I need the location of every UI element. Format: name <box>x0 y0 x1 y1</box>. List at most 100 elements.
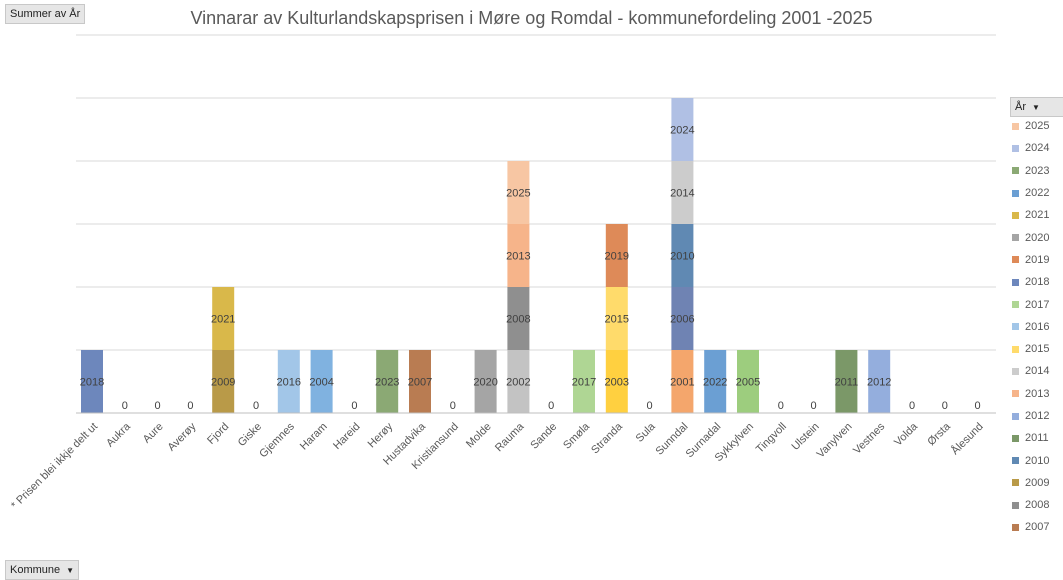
legend-label: 2018 <box>1025 276 1050 289</box>
legend-swatch <box>1012 234 1019 242</box>
category-label: * Prisen blei ikkje delt ut <box>9 421 100 512</box>
data-label: 2024 <box>670 125 694 137</box>
legend-item: 2017 <box>1012 293 1049 315</box>
data-label: 0 <box>450 400 456 412</box>
category-label: Smøla <box>561 420 593 452</box>
legend-label: 2025 <box>1025 120 1050 133</box>
bar-segment <box>310 350 333 413</box>
legend-field-label: År <box>1015 101 1026 113</box>
category-label: Averøy <box>166 420 199 453</box>
legend-swatch <box>1012 256 1019 264</box>
legend-swatch <box>1012 523 1019 531</box>
legend-item: 2008 <box>1012 494 1049 516</box>
bar-segment <box>605 350 628 413</box>
bar-segment <box>507 287 530 350</box>
data-label: 0 <box>647 400 653 412</box>
legend-label: 2015 <box>1025 343 1050 356</box>
legend-swatch <box>1012 278 1019 286</box>
bar-segment <box>868 350 891 413</box>
bar-segment <box>671 98 694 161</box>
legend-swatch <box>1012 189 1019 197</box>
legend-swatch <box>1012 345 1019 353</box>
bar-segment <box>507 350 530 413</box>
data-label: 2021 <box>211 314 235 326</box>
legend: 2025 2024 2023 2022 2021 2020 2019 2018 2017 2016… <box>1012 115 1049 539</box>
data-label: 2001 <box>670 377 694 389</box>
bar-segment <box>605 224 628 287</box>
data-label: 2004 <box>309 377 333 389</box>
legend-label: 2014 <box>1025 365 1050 378</box>
legend-swatch <box>1012 501 1019 509</box>
category-label: Tingvoll <box>754 421 789 456</box>
legend-item: 2009 <box>1012 472 1049 494</box>
legend-item: 2007 <box>1012 516 1049 538</box>
data-label: 2008 <box>506 314 530 326</box>
data-label: 2014 <box>670 188 694 200</box>
legend-swatch <box>1012 167 1019 175</box>
category-label: Gjemnes <box>257 420 297 460</box>
dropdown-arrow-icon: ▼ <box>1032 103 1040 112</box>
category-label: Vanylven <box>815 421 855 461</box>
bar-segment <box>835 350 858 413</box>
bar-segment <box>212 350 235 413</box>
legend-swatch <box>1012 122 1019 130</box>
category-label: Hareid <box>331 421 362 452</box>
bar-segment <box>277 350 300 413</box>
legend-item: 2024 <box>1012 137 1049 159</box>
category-label: Haram <box>298 421 330 453</box>
legend-swatch <box>1012 390 1019 398</box>
data-label: 2018 <box>80 377 104 389</box>
legend-label: 2024 <box>1025 142 1050 155</box>
data-label: 2009 <box>211 377 235 389</box>
dropdown-arrow-icon: ▼ <box>66 566 75 575</box>
bar-segment <box>704 350 727 413</box>
category-label: Stranda <box>589 420 625 456</box>
category-label: Ålesund <box>948 420 985 457</box>
category-label: Vestnes <box>851 420 888 457</box>
legend-label: 2021 <box>1025 209 1050 222</box>
legend-label: 2017 <box>1025 298 1050 311</box>
category-label: Sande <box>528 421 559 452</box>
bar-segment <box>376 350 399 413</box>
legend-swatch <box>1012 211 1019 219</box>
legend-item: 2014 <box>1012 360 1049 382</box>
legend-swatch <box>1012 457 1019 465</box>
data-label: 2025 <box>506 188 530 200</box>
legend-item: 2023 <box>1012 160 1049 182</box>
data-label: 0 <box>778 400 784 412</box>
bar-segment <box>671 287 694 350</box>
category-label: Volda <box>892 420 921 449</box>
bar-segment <box>573 350 595 413</box>
data-label: 2005 <box>736 377 760 389</box>
value-field-label: Summer av År <box>10 8 81 20</box>
bar-segment <box>605 287 628 350</box>
legend-label: 2009 <box>1025 476 1050 489</box>
legend-swatch <box>1012 412 1019 420</box>
legend-swatch <box>1012 479 1019 487</box>
legend-label: 2013 <box>1025 387 1050 400</box>
legend-item: 2010 <box>1012 449 1049 471</box>
legend-item: 2022 <box>1012 182 1049 204</box>
bar-segment <box>671 224 694 287</box>
legend-label: 2020 <box>1025 231 1050 244</box>
legend-item: 2016 <box>1012 316 1049 338</box>
legend-label: 2016 <box>1025 320 1050 333</box>
legend-label: 2011 <box>1025 432 1049 445</box>
legend-item: 2021 <box>1012 204 1049 226</box>
data-label: 0 <box>942 400 948 412</box>
data-label: 2006 <box>670 314 694 326</box>
data-label: 0 <box>548 400 554 412</box>
bar-segment <box>671 350 694 413</box>
legend-item: 2019 <box>1012 249 1049 271</box>
axis-field-button[interactable]: Kommune ▼ <box>5 560 80 580</box>
legend-label: 2012 <box>1025 410 1050 422</box>
category-label: Aukra <box>104 420 133 449</box>
data-label: 2002 <box>506 377 530 389</box>
legend-swatch <box>1012 301 1019 309</box>
legend-field-button[interactable]: År ▼ <box>1010 97 1063 117</box>
legend-item: 2011 <box>1012 427 1049 449</box>
data-label: 2011 <box>835 377 859 389</box>
data-label: 0 <box>155 400 161 412</box>
value-field-button[interactable]: Summer av År <box>5 4 86 24</box>
